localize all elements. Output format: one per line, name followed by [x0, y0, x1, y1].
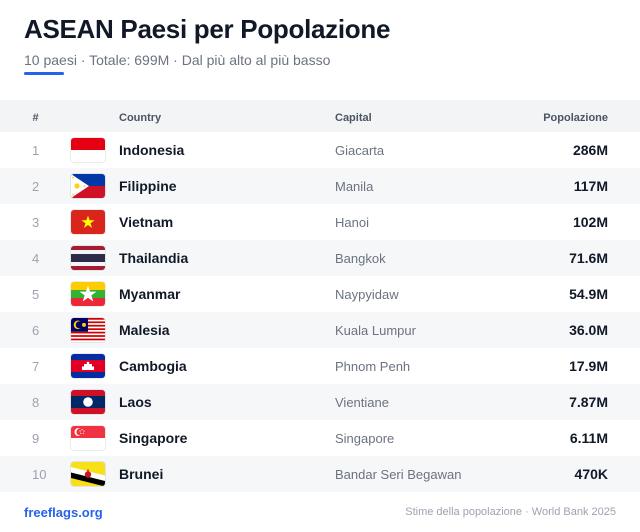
country-name: Filippine [119, 178, 177, 194]
population-value: 71.6M [569, 250, 608, 266]
capital-name: Bangkok [335, 250, 386, 266]
country-name: Cambogia [119, 358, 187, 374]
population-value: 7.87M [569, 394, 608, 410]
capital-name: Singapore [335, 430, 395, 446]
rank-cell: 3 [32, 214, 40, 230]
page-footer: freeflags.org Stime della popolazione · … [24, 505, 616, 523]
population-value: 17.9M [569, 358, 608, 374]
vietnam-flag-icon [71, 210, 105, 234]
philippines-flag-icon [71, 174, 105, 198]
country-name: Vietnam [119, 214, 174, 230]
thailand-flag-icon [71, 246, 105, 270]
country-name: Malesia [119, 322, 170, 338]
table-row: 9 Singapore Singa [0, 420, 640, 456]
brunei-flag-icon [71, 462, 105, 486]
capital-name: Vientiane [335, 394, 389, 410]
table-row: 10 Brunei Bandar Seri Begawan 470K [0, 456, 640, 492]
population-value: 470K [574, 466, 608, 482]
rank-cell: 6 [32, 322, 40, 338]
column-header-rank: # [32, 112, 39, 124]
rank-cell: 9 [32, 430, 40, 446]
table-row: 3 Vietnam Hanoi 102M [0, 204, 640, 240]
rank-cell: 7 [32, 358, 40, 374]
page-title: ASEAN Paesi per Popolazione [24, 14, 391, 44]
page-header: ASEAN Paesi per Popolazione 10 paesi · T… [24, 12, 616, 69]
myanmar-flag-icon [71, 282, 105, 306]
population-value: 286M [572, 142, 608, 158]
column-header-capital: Capital [335, 112, 372, 124]
table-row: 6 [0, 312, 640, 348]
cambodia-flag-icon [71, 354, 105, 378]
capital-name: Kuala Lumpur [335, 322, 416, 338]
column-header-population: Popolazione [543, 112, 608, 124]
rank-cell: 4 [32, 250, 40, 266]
country-name: Myanmar [119, 286, 181, 302]
table-row: 8 Laos Vientiane 7.87M [0, 384, 640, 420]
countries-table: # Country Capital Popolazione 1 Indonesi… [0, 100, 640, 492]
capital-name: Manila [335, 178, 374, 194]
population-value: 36.0M [569, 322, 608, 338]
population-value: 117M [573, 178, 608, 194]
country-name: Singapore [119, 430, 188, 446]
table-row: 5 Myanmar Naypyidaw 54.9M [0, 276, 640, 312]
table-row: 2 Filippine Manila 117M [0, 168, 640, 204]
singapore-flag-icon [71, 426, 105, 450]
title-accent-bar [24, 72, 64, 75]
rank-cell: 8 [32, 394, 40, 410]
population-value: 54.9M [569, 286, 608, 302]
rank-cell: 10 [32, 466, 47, 482]
page-subtitle: 10 paesi · Totale: 699M · Dal più alto a… [24, 52, 331, 68]
population-value: 6.11M [569, 430, 608, 446]
indonesia-flag-icon [71, 138, 105, 162]
table-row: 7 Cambogia Phnom Penh 17.9M [0, 348, 640, 384]
country-name: Brunei [119, 466, 164, 482]
column-header-country: Country [119, 112, 162, 124]
malaysia-flag-icon [71, 318, 105, 342]
capital-name: Hanoi [335, 214, 369, 230]
rank-cell: 5 [32, 286, 40, 302]
capital-name: Phnom Penh [335, 358, 411, 374]
country-name: Indonesia [119, 142, 185, 158]
table-header-row: # Country Capital Popolazione [0, 100, 640, 132]
country-name: Laos [119, 394, 152, 410]
laos-flag-icon [71, 390, 105, 414]
capital-name: Bandar Seri Begawan [335, 466, 462, 482]
capital-name: Giacarta [335, 142, 385, 158]
rank-cell: 2 [32, 178, 40, 194]
table-row: 4 Thailandia Bangkok 71.6M [0, 240, 640, 276]
rank-cell: 1 [32, 142, 40, 158]
capital-name: Naypyidaw [335, 286, 399, 302]
population-value: 102M [572, 214, 608, 230]
country-name: Thailandia [119, 250, 189, 266]
site-link[interactable]: freeflags.org [24, 505, 103, 520]
column-header-flag [71, 100, 119, 132]
table-row: 1 Indonesia Giacarta 286M [0, 132, 640, 168]
data-source-note: Stime della popolazione · World Bank 202… [405, 506, 616, 518]
